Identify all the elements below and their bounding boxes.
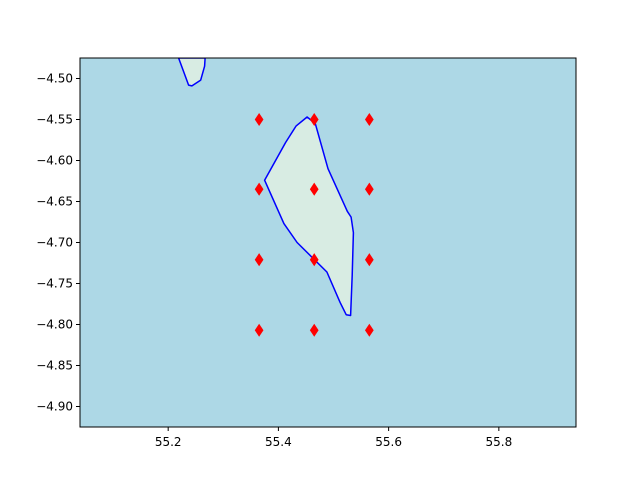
grid-point-marker: [309, 323, 319, 337]
y-tick-label: −4.75: [36, 277, 73, 291]
island-1-coastline: [177, 58, 206, 87]
grid-point-marker: [254, 323, 264, 337]
grid-point-marker: [309, 182, 319, 196]
y-tick-label: −4.50: [36, 72, 73, 86]
y-tick-label: −4.90: [36, 400, 73, 414]
y-tick-label: −4.55: [36, 113, 73, 127]
y-tick-label: −4.80: [36, 318, 73, 332]
x-tick-label: 55.6: [375, 435, 402, 449]
grid-point-marker: [254, 253, 264, 267]
grid-point-marker: [309, 112, 319, 127]
x-axis: 55.2 55.4 55.6 55.8: [155, 427, 512, 449]
x-tick-label: 55.4: [265, 435, 292, 449]
y-axis: −4.50 −4.55 −4.60 −4.65 −4.70 −4.75 −4.80 −4.85…: [36, 72, 80, 414]
grid-point-marker: [254, 112, 264, 127]
y-tick-label: −4.70: [36, 236, 73, 250]
grid-point-marker: [309, 253, 319, 267]
grid-point-marker: [254, 182, 264, 196]
y-tick-label: −4.60: [36, 154, 73, 168]
y-tick-label: −4.65: [36, 195, 73, 209]
y-tick-label: −4.85: [36, 359, 73, 373]
plot-area: [79, 57, 577, 428]
grid-point-marker: [364, 112, 374, 127]
grid-point-marker: [364, 253, 374, 267]
grid-point-marker: [364, 182, 374, 196]
grid-point-marker: [364, 323, 374, 337]
islands-layer: [177, 58, 355, 317]
island-2-coastline: [263, 116, 355, 317]
x-tick-label: 55.8: [485, 435, 512, 449]
x-tick-label: 55.2: [155, 435, 182, 449]
points-layer: [254, 112, 374, 337]
